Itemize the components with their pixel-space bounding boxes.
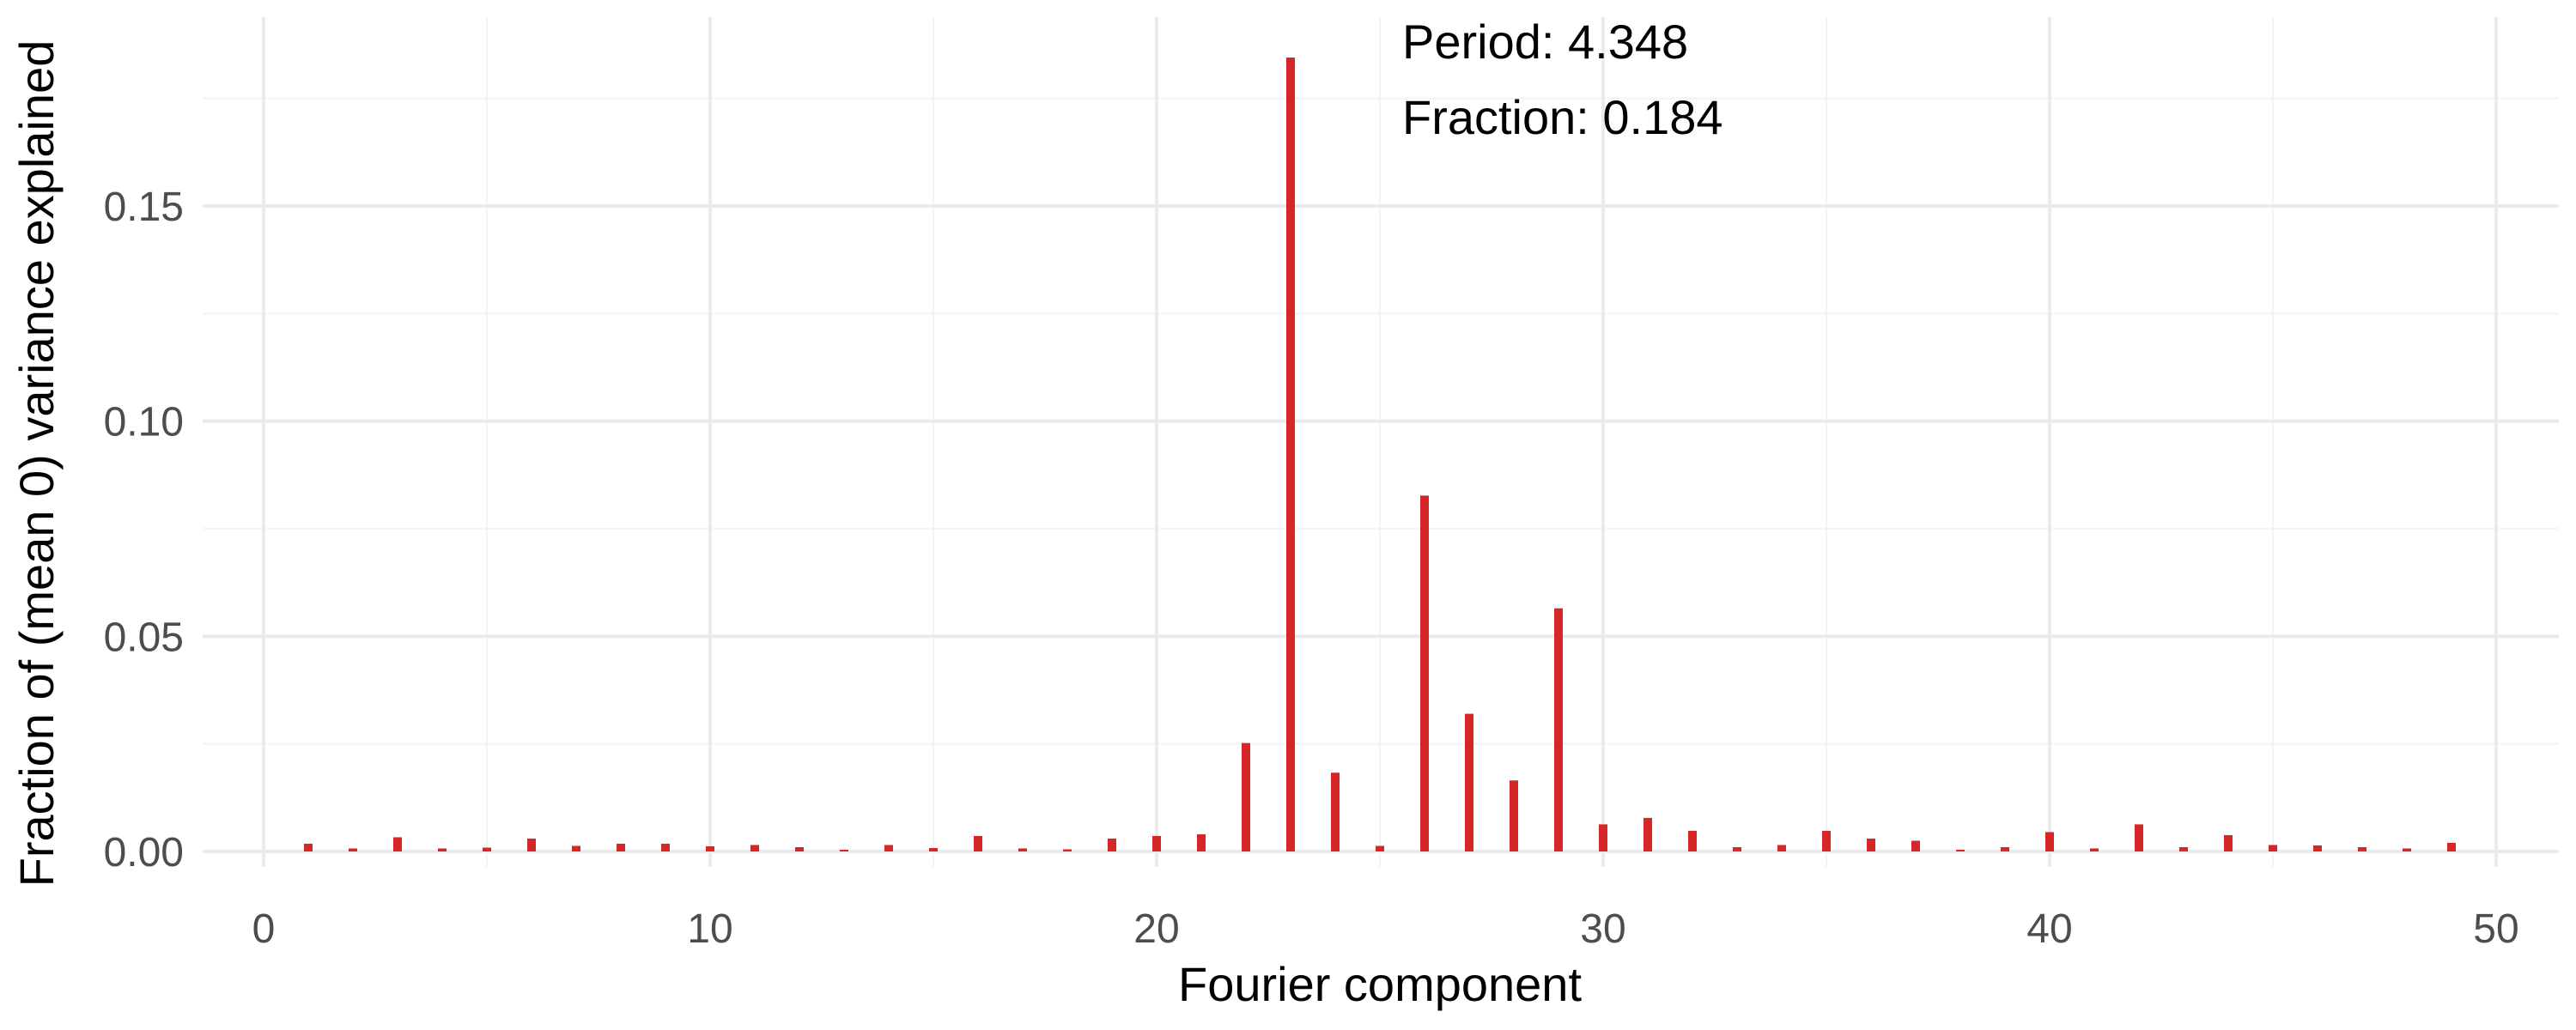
bar-component-32 xyxy=(1688,830,1697,851)
bar-component-31 xyxy=(1643,817,1652,851)
bar-component-48 xyxy=(2403,848,2411,851)
x-axis-title: Fourier component xyxy=(1178,957,1582,1011)
bar-component-39 xyxy=(2001,846,2009,851)
bar-component-29 xyxy=(1554,608,1563,851)
grid-layer xyxy=(203,17,2559,867)
bar-component-9 xyxy=(661,843,670,851)
bar-component-26 xyxy=(1420,495,1429,851)
bar-component-18 xyxy=(1063,849,1072,851)
bar-component-23 xyxy=(1286,58,1295,852)
x-tick-label: 40 xyxy=(2026,906,2072,952)
x-tick-label: 50 xyxy=(2473,906,2518,952)
bar-component-36 xyxy=(1867,838,1875,851)
bars-layer xyxy=(304,58,2456,852)
y-tick-label: 0.15 xyxy=(104,185,184,230)
bar-component-43 xyxy=(2179,846,2188,851)
bar-component-17 xyxy=(1018,848,1027,851)
bar-component-34 xyxy=(1777,845,1786,851)
bar-component-10 xyxy=(706,845,714,851)
bar-component-41 xyxy=(2090,848,2099,851)
y-tick-label: 0.05 xyxy=(104,615,184,660)
bar-component-44 xyxy=(2224,834,2233,851)
bar-component-28 xyxy=(1510,780,1518,851)
bar-component-15 xyxy=(929,847,938,851)
bar-component-6 xyxy=(527,838,536,851)
y-axis-title: Fraction of (mean 0) variance explained xyxy=(9,40,64,888)
bar-component-1 xyxy=(304,843,313,851)
x-tick-label: 0 xyxy=(252,906,276,952)
bar-component-30 xyxy=(1599,824,1607,851)
bar-component-20 xyxy=(1152,835,1161,851)
y-tick-label: 0.00 xyxy=(104,830,184,876)
bar-component-42 xyxy=(2135,824,2143,851)
bar-component-38 xyxy=(1956,849,1965,851)
annotation-period: Period: 4.348 xyxy=(1402,15,1688,69)
bar-component-37 xyxy=(1911,840,1920,851)
bar-component-24 xyxy=(1331,772,1340,851)
bar-component-45 xyxy=(2269,845,2277,851)
bar-component-33 xyxy=(1733,846,1741,851)
bar-component-14 xyxy=(884,845,893,851)
bar-component-13 xyxy=(840,849,848,851)
bar-component-40 xyxy=(2045,832,2054,851)
x-tick-label: 30 xyxy=(1580,906,1625,952)
bar-component-3 xyxy=(393,837,402,851)
bar-component-19 xyxy=(1108,838,1116,851)
bar-component-5 xyxy=(483,847,491,851)
bar-component-21 xyxy=(1197,833,1206,851)
x-tick-label: 10 xyxy=(687,906,732,952)
bar-component-47 xyxy=(2358,846,2366,851)
bar-component-46 xyxy=(2313,845,2322,851)
bar-component-49 xyxy=(2447,842,2456,851)
bar-component-2 xyxy=(349,848,357,851)
tick-labels: 0 10 20 30 40 50 0.00 0.05 0.10 0.15 xyxy=(104,185,2519,952)
x-tick-label: 20 xyxy=(1133,906,1179,952)
bar-component-11 xyxy=(750,845,759,851)
bar-component-25 xyxy=(1376,845,1384,851)
bar-component-22 xyxy=(1242,742,1250,851)
bar-component-12 xyxy=(795,846,804,851)
bar-component-35 xyxy=(1822,830,1831,851)
bar-component-4 xyxy=(438,848,447,851)
bar-component-8 xyxy=(617,843,625,851)
y-tick-label: 0.10 xyxy=(104,400,184,445)
bar-component-16 xyxy=(974,835,982,851)
annotation-fraction: Fraction: 0.184 xyxy=(1402,90,1723,144)
bar-component-27 xyxy=(1465,713,1473,851)
bar-component-7 xyxy=(572,845,580,851)
